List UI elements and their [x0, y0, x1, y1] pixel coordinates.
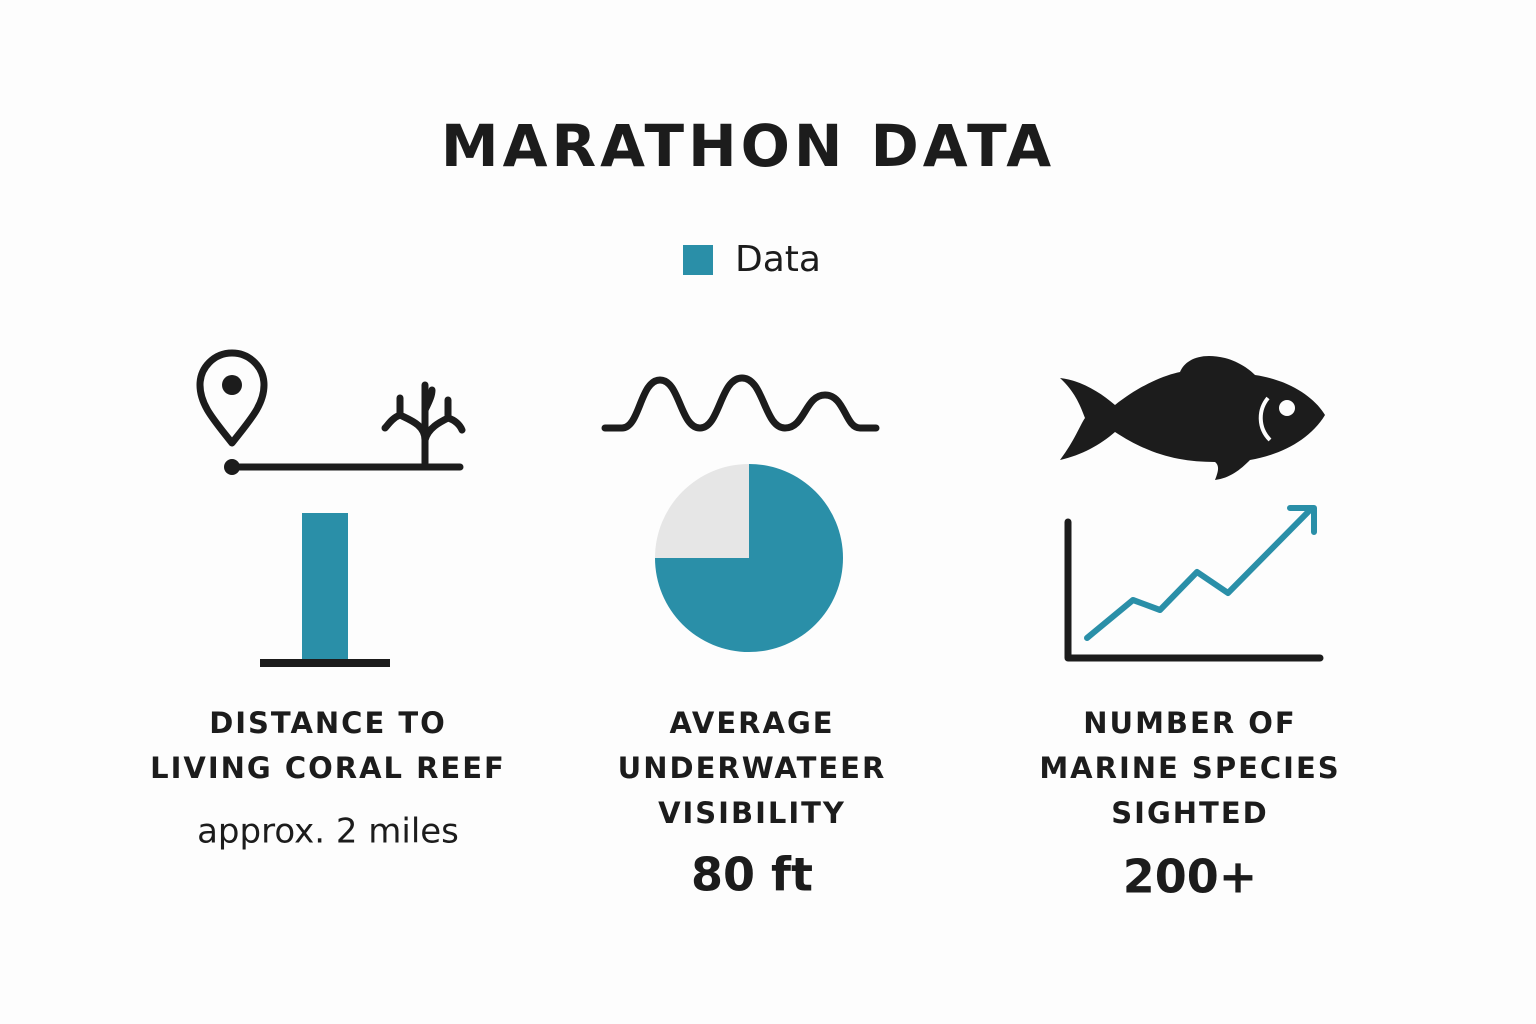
distance-icon	[196, 349, 466, 475]
panel-label: MARINE SPECIES	[1039, 751, 1340, 785]
legend-swatch	[683, 245, 713, 275]
bar-icon	[260, 513, 390, 667]
panel-label: AVERAGE	[669, 706, 834, 740]
panel-label: SIGHTED	[1111, 796, 1268, 830]
panel-value: approx. 2 miles	[197, 812, 459, 852]
panel-label: UNDERWATEER	[618, 751, 887, 785]
panel-label: LIVING CORAL REEF	[150, 751, 506, 785]
legend-label: Data	[735, 239, 821, 280]
pie-icon	[655, 464, 843, 652]
panel-value: 80 ft	[691, 848, 813, 902]
panel-value: 200+	[1123, 850, 1258, 904]
wave-icon	[601, 374, 880, 432]
fish-icon	[1060, 355, 1325, 480]
panel-label: VISIBILITY	[658, 796, 846, 830]
panel-label: DISTANCE TO	[209, 706, 447, 740]
trend-icon	[1064, 505, 1324, 662]
panel-label: NUMBER OF	[1083, 706, 1296, 740]
title: MARATHON DATA	[441, 112, 1055, 180]
